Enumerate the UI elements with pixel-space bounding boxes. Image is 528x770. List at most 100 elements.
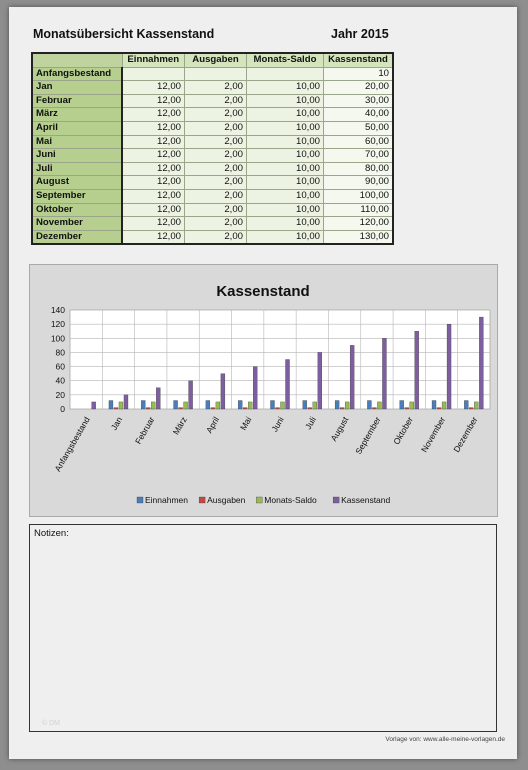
table-cell: 10,00: [246, 161, 324, 177]
table-cell: 2,00: [184, 148, 247, 163]
table-cell: [184, 66, 247, 82]
bar-kassenstand: [285, 359, 290, 410]
x-tick-label: Jan: [109, 415, 125, 432]
bar-einnahmen: [431, 400, 437, 410]
bar-ausgaben: [372, 407, 377, 410]
row-label: Oktober: [31, 202, 123, 218]
bar-monats-saldo: [344, 401, 350, 410]
legend-swatch: [256, 496, 263, 504]
table-cell: 40,00: [323, 107, 394, 122]
table-cell: 12,00: [121, 148, 185, 163]
table-cell: [246, 66, 324, 82]
y-tick-label: 0: [60, 404, 65, 414]
table-row: Juli 12,00 2,00 10,00 80,00: [31, 161, 394, 177]
bar-monats-saldo: [183, 401, 188, 410]
table-cell: 12,00: [121, 202, 185, 218]
row-label: März: [31, 107, 123, 122]
table-row: Oktober 12,00 2,00 10,00 110,00: [31, 202, 394, 218]
document-page: Monatsübersicht Kassenstand Jahr 2015 Ei…: [9, 7, 517, 759]
table-cell: 120,00: [323, 216, 394, 231]
bar-ausgaben: [146, 407, 151, 410]
table-cell: 12,00: [121, 134, 185, 150]
table-header-ausgaben: Ausgaben: [184, 52, 247, 68]
table-cell: 2,00: [184, 107, 247, 122]
table-header-monats-saldo: Monats-Saldo: [246, 52, 324, 68]
bar-monats-saldo: [441, 401, 447, 410]
bar-ausgaben: [275, 407, 280, 410]
table-cell: 80,00: [323, 161, 394, 177]
table-cell: 12,00: [121, 229, 185, 245]
table-row: Februar 12,00 2,00 10,00 30,00: [31, 93, 394, 109]
row-label: November: [31, 216, 123, 231]
table-cell: 2,00: [184, 188, 247, 204]
bar-kassenstand: [156, 387, 161, 410]
table-cell: 60,00: [323, 134, 394, 150]
row-label: Juli: [31, 161, 123, 177]
bar-kassenstand: [446, 323, 452, 410]
plot-area: [69, 309, 491, 410]
legend-label: Monats-Saldo: [264, 495, 317, 505]
table-cell: 12,00: [121, 216, 185, 231]
x-tick-label: Oktober: [391, 415, 415, 446]
x-tick-label: September: [353, 415, 383, 456]
table-cell: 10,00: [246, 216, 324, 231]
table-row: August 12,00 2,00 10,00 90,00: [31, 175, 394, 190]
table-cell: 12,00: [121, 175, 185, 190]
table-cell: 2,00: [184, 216, 247, 231]
row-label: Jan: [31, 80, 123, 95]
legend-swatch: [136, 496, 144, 504]
legend-swatch: [332, 496, 340, 504]
table-cell: 2,00: [184, 161, 247, 177]
year-title: Jahr 2015: [331, 27, 389, 41]
bar-kassenstand: [123, 394, 129, 410]
table-row: Dezember 12,00 2,00 10,00 130,00: [31, 229, 394, 245]
bar-monats-saldo: [474, 401, 479, 410]
table-row: Juni 12,00 2,00 10,00 70,00: [31, 148, 394, 163]
bar-monats-saldo: [118, 401, 124, 410]
cash-table: Einnahmen Ausgaben Monats-Saldo Kassenst…: [31, 52, 394, 246]
table-cell: 10,00: [246, 80, 324, 95]
bar-einnahmen: [367, 400, 372, 410]
x-tick-label: November: [419, 415, 447, 454]
table-cell: 10,00: [246, 202, 324, 218]
bar-monats-saldo: [248, 401, 253, 410]
bar-kassenstand: [414, 331, 419, 410]
legend-label: Einnahmen: [145, 495, 188, 505]
bar-einnahmen: [108, 400, 114, 410]
x-tick-label: Anfangsbestand: [52, 415, 92, 473]
y-tick-label: 140: [51, 305, 65, 315]
footer-credit: Vorlage von: www.alle-meine-vorlagen.de: [385, 736, 505, 743]
sheet-title: Monatsübersicht Kassenstand: [33, 27, 215, 41]
table-cell: 2,00: [184, 202, 247, 218]
bar-einnahmen: [270, 400, 275, 410]
bar-einnahmen: [464, 400, 469, 410]
table-cell: 2,00: [184, 175, 247, 190]
bar-ausgaben: [339, 407, 345, 410]
bar-ausgaben: [210, 407, 216, 410]
table-row: Anfangsbestand 10: [31, 66, 394, 82]
row-label: Juni: [31, 148, 123, 163]
chart-title: Kassenstand: [216, 283, 309, 300]
table-cell: 70,00: [323, 148, 394, 163]
x-tick-label: Juni: [269, 415, 286, 434]
table-cell: 12,00: [121, 93, 185, 109]
x-tick-label: März: [171, 415, 189, 436]
bar-ausgaben: [178, 407, 183, 410]
y-tick-label: 120: [51, 319, 65, 329]
bar-monats-saldo: [409, 401, 414, 410]
table-cell: 10,00: [246, 175, 324, 190]
table-cell: 12,00: [121, 188, 185, 204]
legend-swatch: [198, 496, 206, 504]
table-row: Jan 12,00 2,00 10,00 20,00: [31, 80, 394, 95]
table-cell: 30,00: [323, 93, 394, 109]
table-header-einnahmen: Einnahmen: [121, 52, 185, 68]
y-tick-label: 100: [51, 333, 65, 343]
notes-box[interactable]: Notizen: © DM: [29, 524, 497, 732]
table-cell: 10: [323, 66, 394, 82]
row-label: Anfangsbestand: [31, 66, 123, 82]
bar-ausgaben: [113, 407, 119, 410]
row-label: Februar: [31, 93, 123, 109]
table-row: November 12,00 2,00 10,00 120,00: [31, 216, 394, 231]
y-tick-label: 20: [56, 390, 66, 400]
table-cell: 100,00: [323, 188, 394, 204]
